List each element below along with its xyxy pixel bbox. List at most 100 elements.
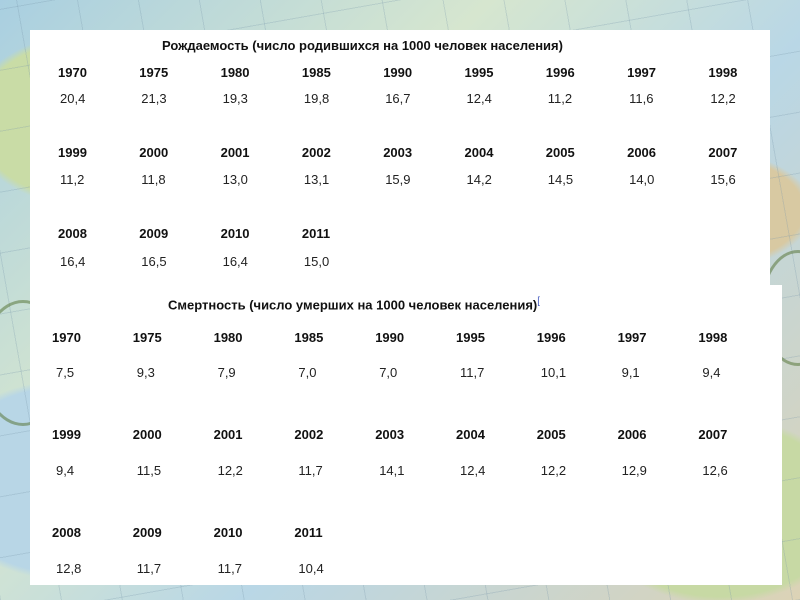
value-cell: 15,0 (303, 254, 330, 269)
value-cell: 11,5 (136, 463, 162, 478)
year-cell: 2008 (58, 226, 87, 241)
value-cell: 10,4 (298, 561, 324, 576)
value-row: 9,4 11,5 12,2 11,7 14,1 12,4 12,2 12,9 12,6 (30, 463, 770, 483)
year-cell: 2009 (132, 525, 162, 540)
value-cell: 12,9 (621, 463, 647, 478)
year-cell: 1999 (52, 427, 81, 442)
value-row: 16,4 16,5 16,4 15,0 (30, 254, 770, 274)
year-row: 1999 2000 2001 2002 2003 2004 2005 2006 2007 (30, 427, 770, 447)
value-cell: 12,2 (217, 463, 243, 478)
value-cell: 16,5 (141, 254, 167, 269)
birth-rate-title: Рождаемость (число родившихся на 1000 че… (162, 38, 563, 53)
year-cell: 2003 (375, 427, 405, 442)
year-cell: 2000 (139, 145, 169, 160)
value-row: 7,5 9,3 7,9 7,0 7,0 11,7 10,1 9,1 9,4 (30, 365, 770, 385)
year-cell: 1980 (220, 65, 250, 80)
year-cell: 2002 (294, 427, 324, 442)
value-cell: 9,4 (702, 365, 721, 380)
year-cell: 1975 (139, 65, 169, 80)
year-cell: 1996 (545, 65, 575, 80)
year-row: 2008 2009 2010 2011 (30, 226, 770, 246)
value-cell: 19,8 (303, 91, 330, 106)
year-cell: 1996 (536, 330, 566, 345)
year-cell: 1998 (698, 330, 728, 345)
year-cell: 1999 (58, 145, 87, 160)
value-cell: 16,4 (60, 254, 86, 269)
value-cell: 13,0 (222, 172, 248, 187)
year-cell: 1997 (617, 330, 647, 345)
year-cell: 2007 (708, 145, 738, 160)
year-cell: 2006 (617, 427, 647, 442)
value-cell: 11,7 (460, 365, 485, 380)
year-row: 1999 2000 2001 2002 2003 2004 2005 2006 2007 (30, 145, 770, 165)
value-cell: 11,7 (217, 561, 242, 576)
value-cell: 11,7 (298, 463, 323, 478)
year-row: 1970 1975 1980 1985 1990 1995 1996 1997 1998 (30, 330, 770, 350)
value-cell: 14,2 (466, 172, 492, 187)
death-rate-title-text: Смертность (число умерших на 1000 челове… (168, 297, 538, 313)
value-cell: 12,2 (710, 91, 736, 106)
year-cell: 2001 (213, 427, 243, 442)
value-row: 20,4 21,3 19,3 19,8 16,7 12,4 11,2 11,6 12,2 (30, 91, 770, 111)
year-cell: 2001 (220, 145, 250, 160)
year-cell: 2005 (545, 145, 575, 160)
year-cell: 2011 (294, 525, 323, 540)
value-cell: 12,4 (460, 463, 486, 478)
value-cell: 14,1 (379, 463, 405, 478)
year-cell: 1995 (456, 330, 485, 345)
value-cell: 12,4 (466, 91, 492, 106)
year-cell: 1998 (708, 65, 738, 80)
value-cell: 19,3 (222, 91, 248, 106)
year-cell: 2008 (52, 525, 81, 540)
death-rate-title: Смертность (число умерших на 1000 челове… (168, 296, 540, 312)
value-cell: 12,2 (540, 463, 567, 478)
value-cell: 16,4 (222, 254, 248, 269)
year-cell: 2011 (301, 226, 331, 241)
value-cell: 7,0 (298, 365, 317, 380)
value-cell: 12,6 (702, 463, 728, 478)
value-cell: 14,5 (547, 172, 574, 187)
year-cell: 1970 (52, 330, 81, 345)
value-row: 11,2 11,8 13,0 13,1 15,9 14,2 14,5 14,0 15,6 (30, 172, 770, 192)
value-cell: 7,9 (217, 365, 236, 380)
year-row: 2008 2009 2010 2011 (30, 525, 770, 545)
value-row: 12,8 11,7 11,7 10,4 (30, 561, 770, 581)
year-cell: 2003 (383, 145, 413, 160)
value-cell: 9,4 (56, 463, 75, 478)
value-cell: 11,2 (547, 91, 573, 106)
death-rate-table: Смертность (число умерших на 1000 челове… (30, 285, 782, 585)
value-cell: 20,4 (60, 91, 86, 106)
year-cell: 1975 (132, 330, 162, 345)
value-cell: 7,5 (56, 365, 75, 380)
value-cell: 15,6 (710, 172, 736, 187)
value-cell: 14,0 (629, 172, 655, 187)
year-cell: 2005 (536, 427, 566, 442)
year-cell: 2009 (139, 226, 169, 241)
value-cell: 11,6 (629, 91, 654, 106)
year-cell: 2000 (132, 427, 162, 442)
year-row: 1970 1975 1980 1985 1990 1995 1996 1997 1998 (30, 65, 770, 85)
value-cell: 9,1 (621, 365, 640, 380)
birth-rate-table: Рождаемость (число родившихся на 1000 че… (30, 30, 770, 285)
value-cell: 13,1 (303, 172, 330, 187)
year-cell: 1990 (375, 330, 405, 345)
year-cell: 2004 (456, 427, 485, 442)
year-cell: 2007 (698, 427, 728, 442)
year-cell: 2010 (220, 226, 250, 241)
value-cell: 16,7 (385, 91, 411, 106)
year-cell: 1970 (58, 65, 87, 80)
value-cell: 12,8 (56, 561, 82, 576)
year-cell: 1985 (301, 65, 331, 80)
footnote-link[interactable]: [ (537, 296, 541, 307)
value-cell: 10,1 (540, 365, 567, 380)
value-cell: 7,0 (379, 365, 398, 380)
year-cell: 2006 (627, 145, 657, 160)
value-cell: 11,8 (141, 172, 166, 187)
year-cell: 1980 (213, 330, 243, 345)
year-cell: 2002 (301, 145, 331, 160)
year-cell: 2010 (213, 525, 243, 540)
year-cell: 1985 (294, 330, 324, 345)
value-cell: 11,7 (136, 561, 162, 576)
year-cell: 2004 (464, 145, 494, 160)
value-cell: 21,3 (141, 91, 167, 106)
